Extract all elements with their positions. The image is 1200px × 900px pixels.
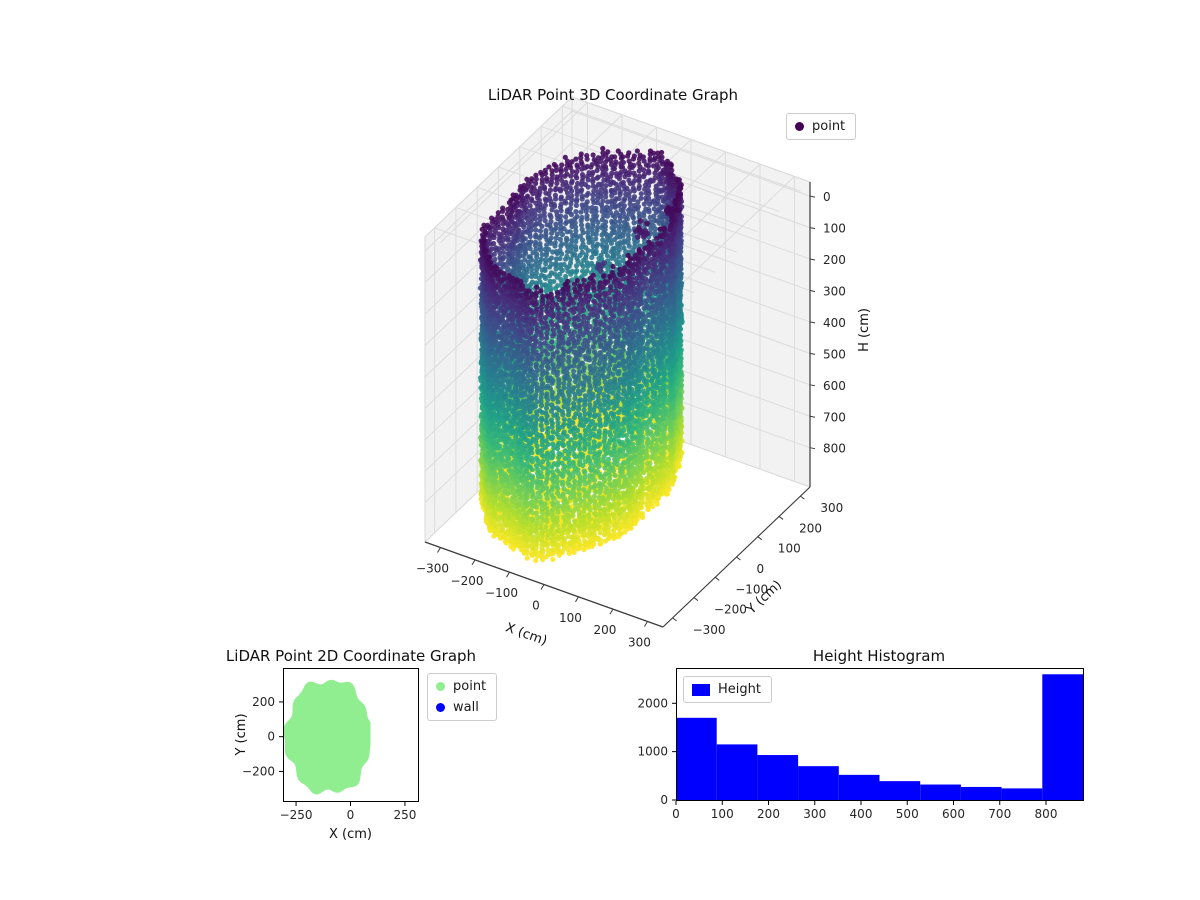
- histogram-legend: Height: [683, 676, 772, 703]
- legend-entry-wall: wall: [436, 700, 486, 715]
- legend-label-wall: wall: [453, 700, 479, 715]
- height-swatch-icon: [692, 683, 710, 696]
- legend-label-height: Height: [718, 682, 761, 697]
- plot2d-title: LiDAR Point 2D Coordinate Graph: [225, 647, 477, 665]
- histogram-canvas: [630, 640, 1110, 850]
- plot3d-legend: point: [786, 113, 857, 140]
- legend-label-point: point: [812, 119, 846, 134]
- wall-marker-icon: [436, 703, 445, 712]
- legend-entry-height: Height: [692, 682, 761, 697]
- plot3d-title: LiDAR Point 3D Coordinate Graph: [487, 86, 739, 104]
- plot2d-legend: point wall: [427, 673, 498, 721]
- legend-label-point: point: [453, 679, 487, 694]
- legend-entry-point: point: [795, 119, 845, 134]
- legend-entry-point: point: [436, 679, 486, 694]
- point-marker-icon: [436, 682, 445, 691]
- point-marker-icon: [795, 122, 804, 131]
- plot3d-canvas: [320, 80, 900, 680]
- histogram-title: Height Histogram: [812, 647, 946, 665]
